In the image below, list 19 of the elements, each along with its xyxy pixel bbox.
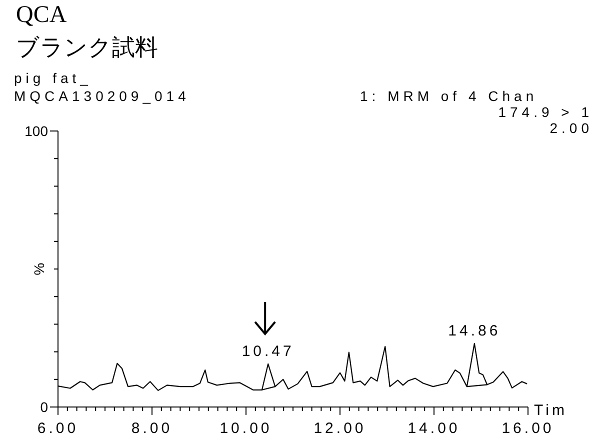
chart-subtitle: ブランク試料: [16, 34, 158, 62]
text: 2.00: [550, 120, 593, 136]
x-tick-label: 8.00: [131, 420, 173, 437]
y-tick-label: 100: [24, 123, 48, 139]
y-tick-label: 0: [40, 399, 48, 415]
x-tick-label: 6.00: [37, 420, 79, 437]
chart-title: QCA: [16, 2, 67, 29]
x-tick-label: 14.00: [408, 420, 460, 437]
annotation: 10.47: [242, 342, 294, 360]
x-tick-label: 12.00: [314, 420, 366, 437]
annotation: 14.86: [448, 322, 501, 340]
text: MQCA130209_014: [14, 88, 190, 104]
text: 174.9 > 1: [498, 104, 593, 120]
text: 1: MRM of 4 Chan: [360, 88, 538, 104]
text: pig fat_: [14, 70, 92, 86]
x-axis-title: Tim: [534, 402, 568, 419]
y-axis-title: %: [31, 262, 47, 276]
x-tick-label: 16.00: [502, 420, 554, 437]
x-tick-label: 10.00: [220, 420, 272, 437]
